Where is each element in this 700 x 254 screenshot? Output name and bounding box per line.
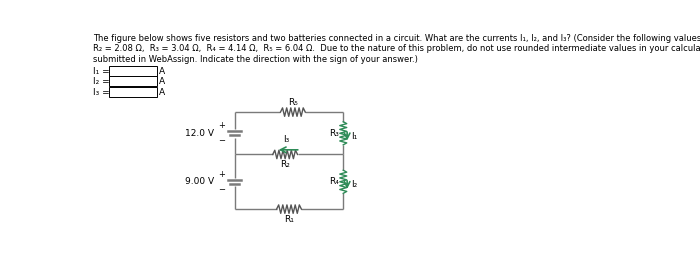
Text: I₂: I₂ <box>351 180 357 189</box>
Text: −: − <box>218 136 225 145</box>
Text: R₁: R₁ <box>284 215 294 224</box>
Text: R₅: R₅ <box>288 98 298 107</box>
Text: +: + <box>218 170 225 179</box>
Text: +: + <box>218 121 225 130</box>
Text: −: − <box>218 185 225 194</box>
FancyBboxPatch shape <box>109 76 158 86</box>
Text: R₃: R₃ <box>329 129 339 138</box>
Text: A: A <box>159 88 165 97</box>
Text: I₁: I₁ <box>351 132 357 141</box>
Text: A: A <box>159 77 165 86</box>
Text: I₃: I₃ <box>284 135 290 145</box>
Text: R₂ = 2.08 Ω,  R₃ = 3.04 Ω,  R₄ = 4.14 Ω,  R₅ = 6.04 Ω.  Due to the nature of thi: R₂ = 2.08 Ω, R₃ = 3.04 Ω, R₄ = 4.14 Ω, R… <box>93 44 700 53</box>
Text: I₂ =: I₂ = <box>93 77 109 86</box>
Text: 12.0 V: 12.0 V <box>186 129 214 138</box>
Text: A: A <box>159 67 165 76</box>
Text: The figure below shows five resistors and two batteries connected in a circuit. : The figure below shows five resistors an… <box>93 34 700 43</box>
Text: I₁ =: I₁ = <box>93 67 109 76</box>
Text: R₄: R₄ <box>329 177 339 186</box>
FancyBboxPatch shape <box>109 66 158 75</box>
FancyBboxPatch shape <box>109 87 158 97</box>
Text: 9.00 V: 9.00 V <box>185 177 214 186</box>
Text: I₃ =: I₃ = <box>93 88 109 97</box>
Text: R₂: R₂ <box>280 160 290 169</box>
Text: submitted in WebAssign. Indicate the direction with the sign of your answer.): submitted in WebAssign. Indicate the dir… <box>93 55 418 64</box>
